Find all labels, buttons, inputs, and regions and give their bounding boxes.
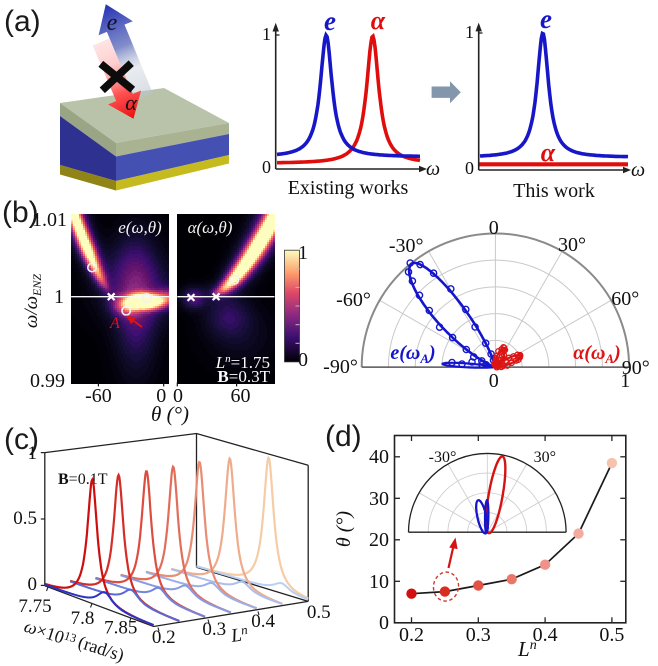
svg-text:60: 60 — [231, 385, 251, 407]
svg-text:30°: 30° — [558, 234, 586, 256]
svg-text:-60: -60 — [85, 385, 112, 407]
svg-text:e: e — [107, 10, 118, 36]
svg-text:-30°: -30° — [429, 449, 457, 466]
svg-text:0: 0 — [28, 574, 38, 595]
svg-text:-30°: -30° — [389, 235, 424, 257]
svg-text:Ln=1.75: Ln=1.75 — [215, 353, 270, 372]
svg-text:0: 0 — [262, 157, 271, 177]
svg-text:0.2: 0.2 — [399, 624, 424, 646]
svg-text:90°: 90° — [622, 357, 650, 379]
svg-text:B=0.1T: B=0.1T — [58, 471, 108, 488]
svg-text:α: α — [541, 138, 556, 167]
svg-text:1: 1 — [298, 242, 308, 264]
svg-text:0.2: 0.2 — [152, 627, 176, 648]
svg-text:0.4: 0.4 — [533, 624, 558, 646]
svg-text:1.01: 1.01 — [32, 209, 67, 231]
svg-text:0.99: 0.99 — [30, 370, 65, 392]
svg-text:(b): (b) — [2, 196, 39, 229]
svg-text:0: 0 — [156, 385, 166, 407]
svg-text:e(ω,θ): e(ω,θ) — [118, 218, 162, 237]
svg-text:(d): (d) — [325, 420, 362, 453]
svg-text:60°: 60° — [611, 288, 639, 310]
svg-text:30: 30 — [369, 488, 389, 510]
svg-text:-60°: -60° — [336, 289, 371, 311]
svg-text:0: 0 — [465, 158, 474, 178]
svg-text:α: α — [371, 6, 386, 35]
svg-text:1: 1 — [28, 443, 38, 464]
svg-text:This work: This work — [513, 180, 595, 202]
svg-text:(c): (c) — [4, 423, 39, 456]
svg-text:A: A — [109, 315, 120, 332]
svg-text:0.5: 0.5 — [13, 508, 37, 529]
svg-text:20: 20 — [369, 529, 389, 551]
svg-text:0.3: 0.3 — [202, 619, 226, 640]
svg-text:e(ωA): e(ωA) — [390, 342, 435, 366]
svg-text:α(ω,θ): α(ω,θ) — [188, 218, 233, 237]
svg-text:30°: 30° — [534, 449, 556, 466]
svg-text:B=0.3T: B=0.3T — [217, 367, 270, 386]
svg-text:0.5: 0.5 — [307, 602, 331, 623]
svg-text:0.5: 0.5 — [599, 624, 624, 646]
svg-text:40: 40 — [369, 446, 389, 468]
svg-text:α(ωA): α(ωA) — [573, 342, 621, 366]
svg-text:0: 0 — [489, 217, 499, 239]
svg-text:1: 1 — [465, 22, 474, 42]
svg-text:ω: ω — [631, 159, 645, 181]
svg-text:1: 1 — [262, 24, 271, 44]
svg-text:7.85: 7.85 — [104, 618, 137, 639]
svg-text:10: 10 — [369, 571, 389, 593]
svg-text:1: 1 — [620, 370, 630, 392]
svg-text:7.75: 7.75 — [18, 596, 51, 617]
svg-text:θ (°): θ (°) — [333, 511, 355, 547]
svg-text:-90°: -90° — [323, 356, 358, 378]
svg-text:θ (°): θ (°) — [151, 402, 189, 426]
svg-text:α: α — [125, 90, 137, 115]
svg-text:0: 0 — [173, 385, 183, 407]
svg-text:0: 0 — [298, 349, 308, 371]
svg-text:0: 0 — [489, 370, 499, 392]
svg-text:e: e — [324, 6, 336, 36]
svg-text:Existing works: Existing works — [288, 177, 409, 199]
svg-text:(a): (a) — [4, 5, 41, 38]
svg-text:1: 1 — [54, 286, 64, 308]
svg-text:0.3: 0.3 — [466, 624, 491, 646]
svg-text:e: e — [540, 4, 552, 34]
svg-text:ω: ω — [426, 158, 440, 180]
svg-text:7.8: 7.8 — [71, 608, 95, 629]
svg-text:0: 0 — [379, 612, 389, 634]
svg-text:0.4: 0.4 — [251, 611, 275, 632]
